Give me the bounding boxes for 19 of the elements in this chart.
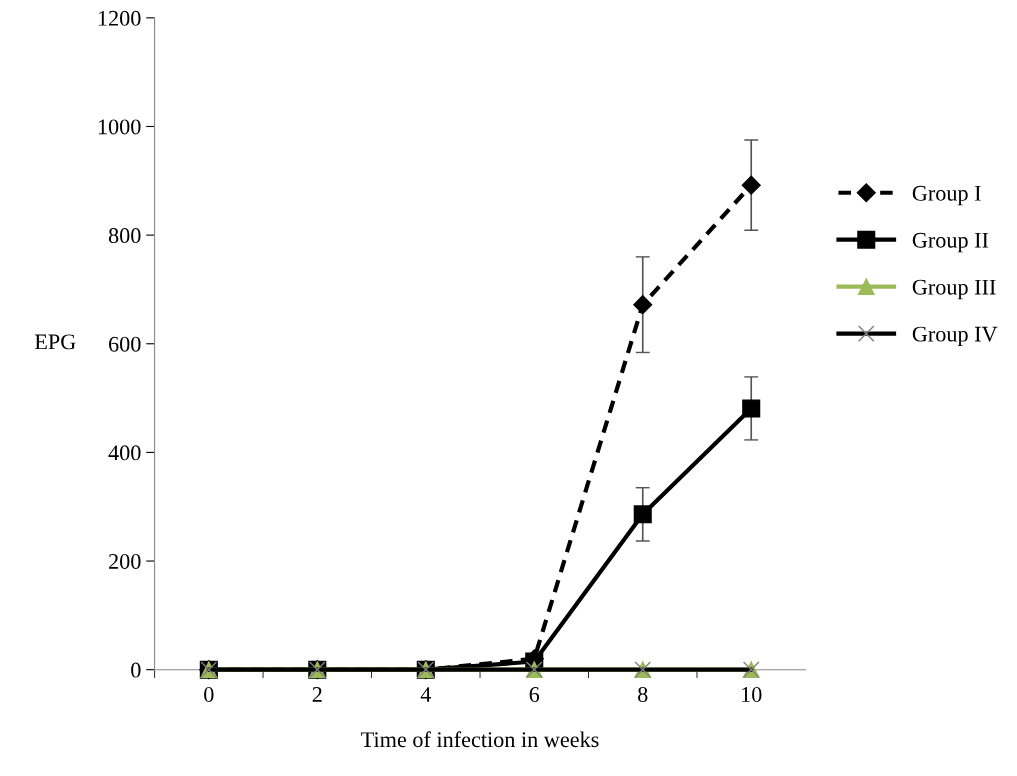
y-tick-label: 1000 — [98, 119, 141, 135]
legend-label: Group I — [912, 185, 981, 206]
x-tick-label: 6 — [529, 687, 540, 702]
y-tick-label: 800 — [108, 228, 141, 244]
y-axis-title: EPG — [34, 334, 76, 350]
x-tick-label: 0 — [204, 687, 214, 702]
y-tick-label: 200 — [109, 553, 141, 569]
legend-label: Group II — [912, 232, 989, 253]
x-axis-title: Time of infection in weeks — [361, 731, 599, 748]
x-tick-label: 4 — [420, 687, 431, 702]
x-tick-label: 8 — [638, 687, 648, 702]
y-tick-label: 1200 — [98, 10, 141, 26]
legend-label: Group III — [912, 279, 996, 300]
y-tick-label: 0 — [131, 662, 141, 678]
x-tick-label: 2 — [312, 687, 322, 702]
legend-label: Group IV — [912, 326, 998, 347]
x-tick-label: 10 — [742, 687, 762, 702]
y-tick-label: 400 — [108, 445, 141, 461]
y-tick-label: 600 — [109, 336, 141, 352]
